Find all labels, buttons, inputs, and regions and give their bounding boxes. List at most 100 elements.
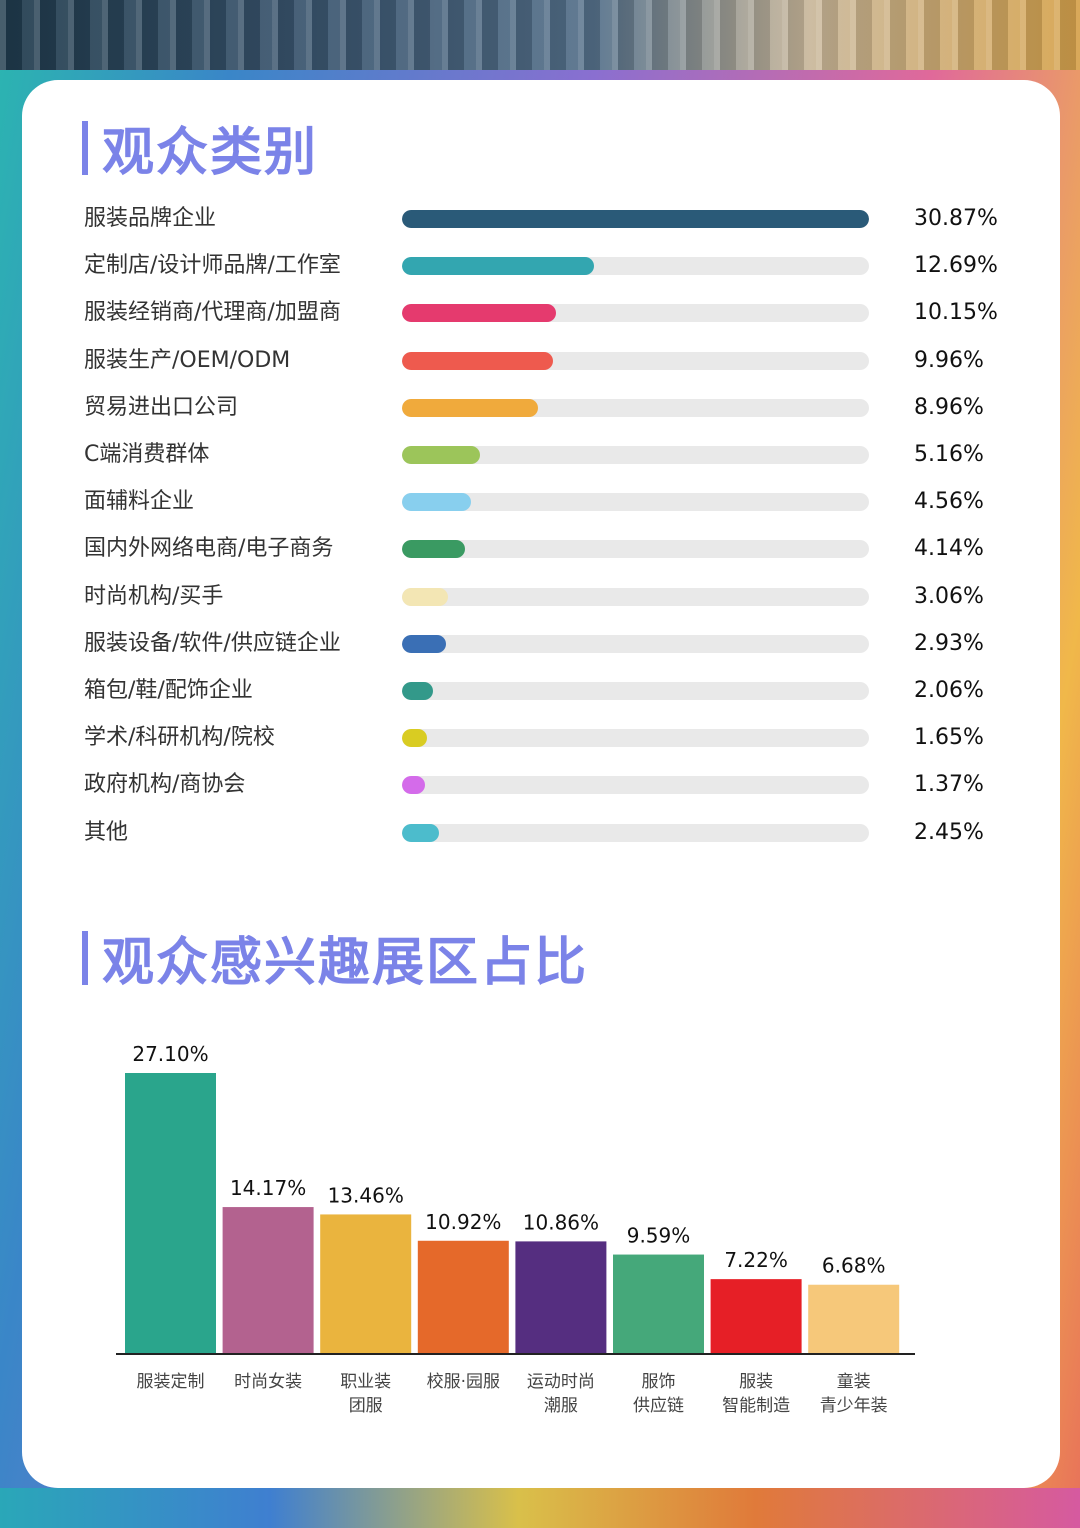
header-photo bbox=[0, 0, 1080, 70]
category-bar-track bbox=[402, 210, 869, 228]
interest-category-label: 智能制造 bbox=[722, 1396, 790, 1416]
category-bar bbox=[402, 823, 440, 842]
category-bar-track bbox=[402, 304, 869, 323]
category-row: 其他 2.45% bbox=[84, 818, 1004, 848]
interest-value-label: 14.17% bbox=[230, 1176, 306, 1200]
category-label: 服装设备/软件/供应链企业 bbox=[84, 630, 341, 656]
bottom-color-strip bbox=[0, 1488, 1080, 1528]
interest-bar bbox=[222, 1207, 314, 1354]
interest-section-title-text: 观众感兴趣展区占比 bbox=[102, 933, 589, 993]
interest-value-label: 13.46% bbox=[328, 1183, 404, 1207]
category-bar bbox=[402, 540, 465, 559]
interest-value-label: 27.10% bbox=[132, 1042, 208, 1066]
category-value-label: 30.87% bbox=[914, 206, 998, 231]
category-value-label: 8.96% bbox=[914, 394, 984, 420]
interest-bar bbox=[417, 1240, 509, 1354]
category-row: 箱包/鞋/配饰企业 2.06% bbox=[84, 676, 1004, 706]
interest-category-label: 供应链 bbox=[633, 1396, 684, 1416]
category-value-label: 2.06% bbox=[914, 678, 984, 703]
interest-bar bbox=[808, 1284, 900, 1354]
category-bar bbox=[402, 682, 434, 700]
category-bar-track bbox=[402, 398, 869, 417]
interest-bar bbox=[515, 1241, 607, 1354]
category-bar bbox=[402, 634, 447, 653]
category-value-label: 5.16% bbox=[914, 442, 984, 467]
interest-bar bbox=[613, 1254, 704, 1354]
category-bar bbox=[402, 493, 471, 512]
category-value-label: 12.69% bbox=[914, 253, 998, 279]
interest-category-label: 服装定制 bbox=[137, 1372, 205, 1392]
category-label: 时尚机构/买手 bbox=[84, 583, 224, 609]
interest-value-label: 10.92% bbox=[425, 1210, 501, 1234]
title-accent-bar bbox=[82, 120, 88, 175]
category-bar-track bbox=[402, 351, 869, 370]
category-bar-track bbox=[402, 776, 869, 795]
category-label: 定制店/设计师品牌/工作室 bbox=[84, 253, 341, 279]
category-row: 国内外网络电商/电子商务 4.14% bbox=[84, 534, 1004, 564]
category-bar-track bbox=[402, 257, 869, 276]
category-value-label: 4.14% bbox=[914, 536, 984, 562]
category-row: 贸易进出口公司 8.96% bbox=[84, 393, 1004, 423]
category-label: 政府机构/商协会 bbox=[84, 772, 246, 798]
category-value-label: 2.93% bbox=[914, 630, 984, 656]
interest-category-label: 青少年装 bbox=[820, 1396, 888, 1416]
interest-value-label: 10.86% bbox=[523, 1210, 599, 1234]
category-bar bbox=[402, 587, 449, 606]
interest-bar bbox=[320, 1214, 412, 1354]
category-bar-track bbox=[402, 587, 869, 606]
category-label: 服装生产/OEM/ODM bbox=[84, 347, 291, 373]
interest-category-label: 团服 bbox=[349, 1396, 383, 1416]
category-row: 服装设备/软件/供应链企业 2.93% bbox=[84, 629, 1004, 659]
category-bar bbox=[402, 257, 594, 276]
category-label: 国内外网络电商/电子商务 bbox=[84, 536, 334, 562]
category-value-label: 4.56% bbox=[914, 489, 984, 515]
category-bar bbox=[402, 398, 538, 417]
category-bar-track bbox=[402, 493, 869, 512]
category-row: 服装生产/OEM/ODM 9.96% bbox=[84, 346, 1004, 376]
interest-value-label: 9.59% bbox=[627, 1224, 691, 1248]
category-value-label: 3.06% bbox=[914, 583, 984, 609]
category-value-label: 9.96% bbox=[914, 347, 984, 373]
category-bar-track bbox=[402, 682, 869, 700]
category-bar-track bbox=[402, 540, 869, 559]
category-bar-track bbox=[402, 446, 869, 464]
category-label: 贸易进出口公司 bbox=[84, 394, 239, 420]
category-section-title-text: 观众类别 bbox=[102, 123, 319, 183]
category-row: 学术/科研机构/院校 1.65% bbox=[84, 723, 1004, 753]
category-bar bbox=[402, 776, 426, 795]
interest-bar bbox=[125, 1073, 216, 1354]
title-accent-bar bbox=[82, 930, 88, 985]
category-bar bbox=[402, 446, 481, 464]
interest-category-label: 校服·园服 bbox=[427, 1372, 500, 1392]
category-value-label: 10.15% bbox=[914, 300, 998, 326]
interest-bar bbox=[710, 1279, 802, 1354]
category-label: 其他 bbox=[84, 819, 129, 845]
interest-category-label: 服装 bbox=[739, 1372, 773, 1392]
interest-category-label: 职业装 bbox=[340, 1372, 391, 1392]
interest-category-label: 运动时尚 bbox=[527, 1372, 595, 1392]
category-bar-track bbox=[402, 823, 869, 842]
interest-category-label: 潮服 bbox=[544, 1396, 578, 1416]
category-section-title: 观众类别 bbox=[82, 110, 318, 185]
interest-value-label: 6.68% bbox=[822, 1254, 886, 1278]
category-bar-track bbox=[402, 729, 869, 748]
content-card: 观众类别 服装品牌企业 30.87% 定制店/设计师品牌/工作室 12.69% 服装经销… bbox=[22, 80, 1060, 1488]
category-value-label: 1.65% bbox=[914, 725, 984, 751]
category-bar-track bbox=[402, 634, 869, 653]
category-label: C端消费群体 bbox=[84, 442, 210, 467]
interest-value-label: 7.22% bbox=[724, 1248, 788, 1272]
interest-category-label: 时尚女装 bbox=[234, 1372, 302, 1392]
category-bar bbox=[402, 304, 556, 323]
interest-category-label: 童装 bbox=[837, 1372, 871, 1392]
category-row: 服装经销商/代理商/加盟商 10.15% bbox=[84, 298, 1004, 328]
category-row: 政府机构/商协会 1.37% bbox=[84, 770, 1004, 800]
category-row: 面辅料企业 4.56% bbox=[84, 487, 1004, 517]
category-bar bbox=[402, 729, 427, 748]
interest-category-label: 服饰 bbox=[642, 1372, 676, 1392]
category-label: 箱包/鞋/配饰企业 bbox=[84, 678, 253, 703]
category-label: 服装经销商/代理商/加盟商 bbox=[84, 300, 341, 326]
category-value-label: 1.37% bbox=[914, 772, 984, 798]
category-row: 定制店/设计师品牌/工作室 12.69% bbox=[84, 251, 1004, 281]
category-bar bbox=[402, 351, 553, 370]
